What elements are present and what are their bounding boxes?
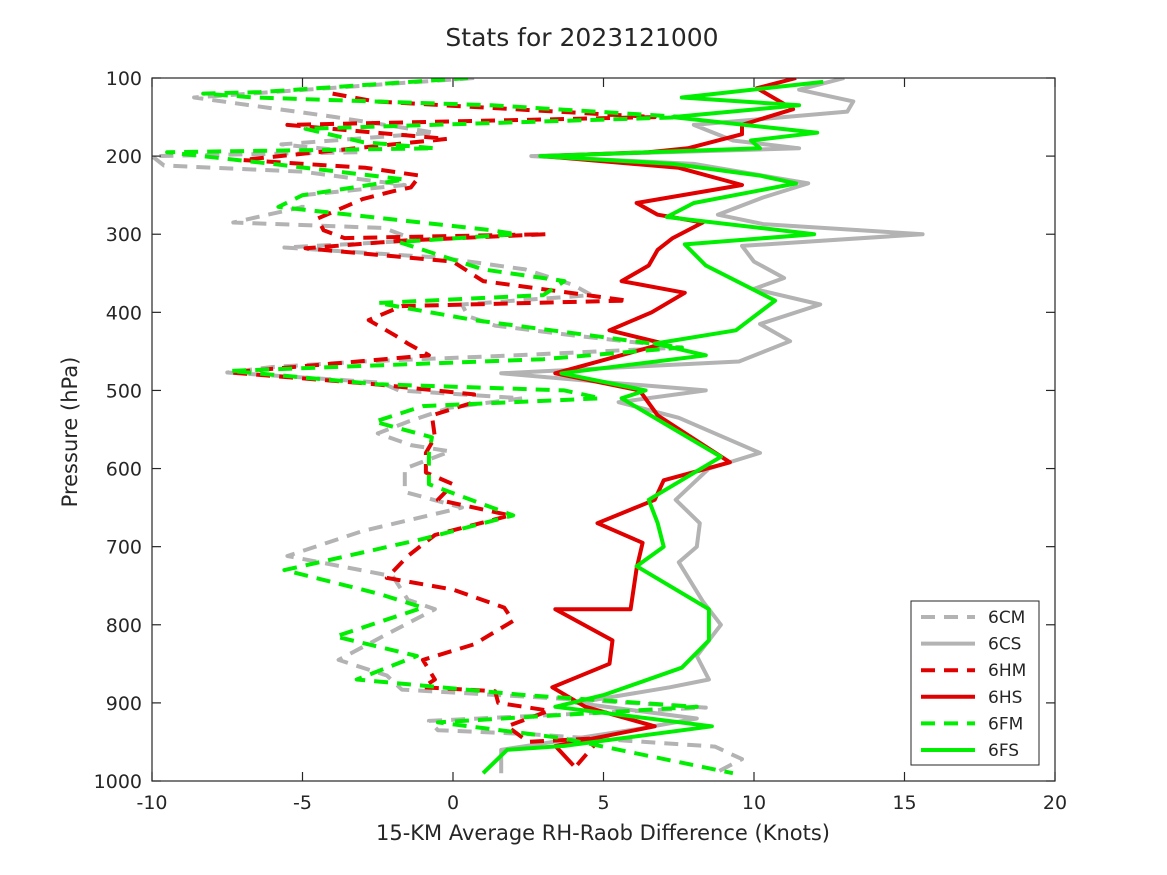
x-tick-label: 10 (742, 792, 766, 814)
y-axis: 100 200 300 400 500 600 700 800 900 1000 (94, 68, 1055, 793)
legend-label-6fm: 6FM (988, 714, 1023, 734)
x-tick-label: -10 (136, 792, 167, 814)
x-tick-label: 20 (1043, 792, 1067, 814)
legend: 6CM 6CS 6HM 6HS 6FM 6FS (910, 600, 1040, 766)
legend-label-6hm: 6HM (988, 661, 1026, 681)
series-line-6cm (152, 78, 744, 775)
y-tick-label: 1000 (94, 771, 142, 793)
y-axis-label: Pressure (hPa) (58, 357, 82, 508)
series-line-6cs (499, 78, 925, 774)
y-tick-label: 500 (106, 380, 142, 402)
series-line-6hm (228, 91, 657, 771)
x-axis-label: 15-KM Average RH-Raob Difference (Knots) (376, 821, 830, 845)
series-line-6hs (541, 78, 797, 767)
x-tick-label: 15 (892, 792, 916, 814)
legend-label-6hs: 6HS (988, 688, 1022, 708)
plot-area (152, 78, 925, 776)
x-tick-label: -5 (293, 792, 312, 814)
legend-label-6cs: 6CS (988, 635, 1021, 655)
y-tick-label: 300 (106, 224, 142, 246)
series-line-6fm (165, 78, 734, 776)
series-line-6fs (481, 79, 824, 775)
x-tick-label: 0 (447, 792, 459, 814)
y-tick-label: 800 (106, 615, 142, 637)
x-axis: -10 -5 0 5 10 15 20 (136, 78, 1067, 814)
y-tick-label: 900 (106, 693, 142, 715)
y-tick-label: 400 (106, 302, 142, 324)
x-tick-label: 5 (597, 792, 609, 814)
legend-label-6fs: 6FS (988, 741, 1019, 761)
legend-label-6cm: 6CM (988, 608, 1025, 628)
chart-title: Stats for 2023121000 (445, 23, 718, 52)
y-tick-label: 100 (106, 68, 142, 90)
y-tick-label: 700 (106, 537, 142, 559)
legend-box (910, 600, 1040, 766)
y-tick-label: 600 (106, 459, 142, 481)
y-tick-label: 200 (106, 146, 142, 168)
